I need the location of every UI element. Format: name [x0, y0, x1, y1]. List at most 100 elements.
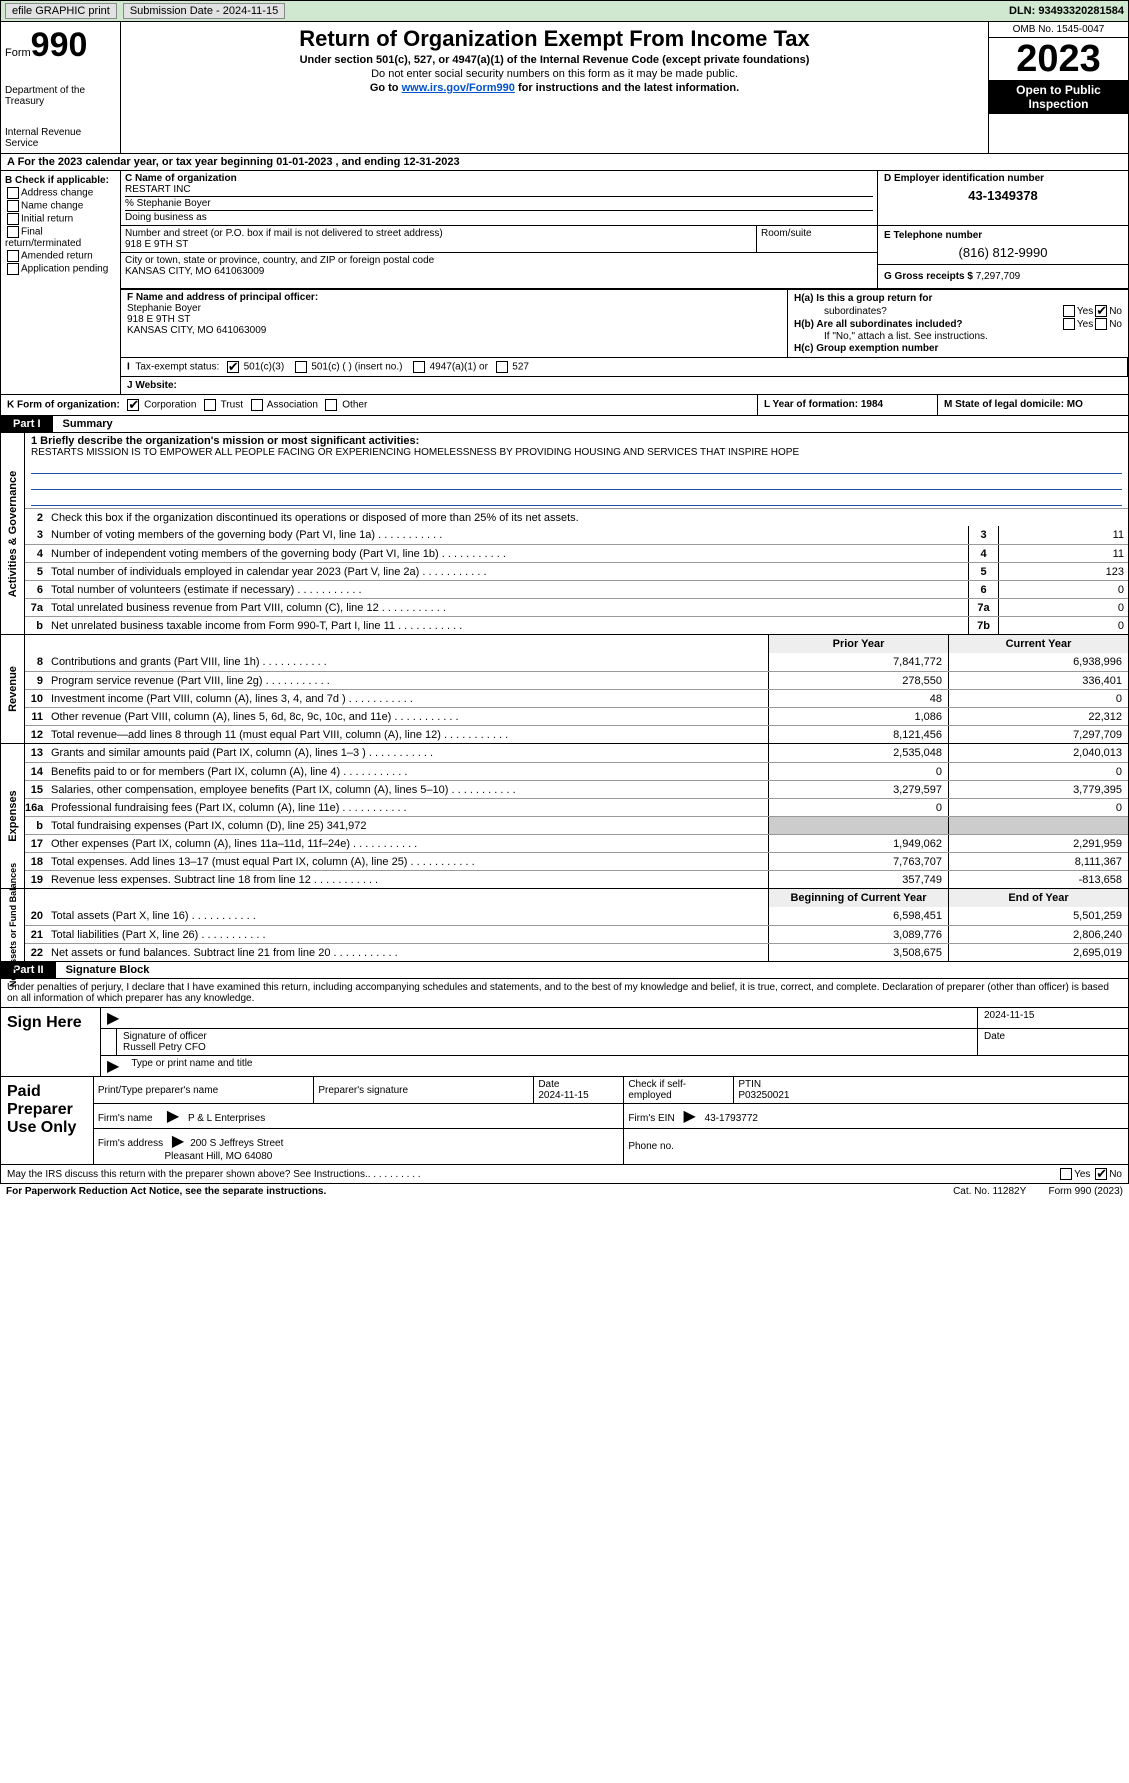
chk-other[interactable]: [325, 399, 337, 411]
chk-initial-return[interactable]: Initial return: [5, 213, 116, 225]
prep-date: Date2024-11-15: [534, 1077, 624, 1104]
firm-name: P & L Enterprises: [188, 1113, 265, 1124]
officer-street: 918 E 9TH ST: [127, 314, 781, 325]
rev-line-8: Contributions and grants (Part VIII, lin…: [47, 655, 768, 669]
gov-val-5: 123: [998, 563, 1128, 580]
vlabel-gov: Activities & Governance: [7, 470, 19, 597]
name-title-label: Type or print name and title: [125, 1056, 1128, 1076]
irs-link[interactable]: www.irs.gov/Form990: [402, 82, 515, 94]
gov-section: Activities & Governance 1 Briefly descri…: [0, 433, 1129, 635]
hc-label: H(c) Group exemption number: [794, 343, 1122, 354]
chk-final-return[interactable]: Final return/terminated: [5, 226, 116, 249]
exp-prior-19: 357,749: [768, 871, 948, 888]
na-line-22: Net assets or fund balances. Subtract li…: [47, 946, 768, 960]
header-sub2: Do not enter social security numbers on …: [129, 68, 980, 80]
rev-cur-10: 0: [948, 690, 1128, 707]
chk-assoc[interactable]: [251, 399, 263, 411]
chk-address-change[interactable]: Address change: [5, 187, 116, 199]
exp-line-15: Salaries, other compensation, employee b…: [47, 783, 768, 797]
exp-cur-16a: 0: [948, 799, 1128, 816]
firm-ein-label: Firm's EIN: [628, 1113, 674, 1124]
header-sub1: Under section 501(c), 527, or 4947(a)(1)…: [129, 54, 980, 66]
boxC-label: C Name of organization: [125, 173, 873, 184]
gov-line-7a: Total unrelated business revenue from Pa…: [47, 601, 968, 615]
exp-prior-14: 0: [768, 763, 948, 780]
org-name: RESTART INC: [125, 184, 873, 197]
sign-here-block: Sign Here ▶ 2024-11-15 Signature of offi…: [0, 1008, 1129, 1077]
mission-label: 1 Briefly describe the organization's mi…: [31, 435, 1122, 447]
rev-line-12: Total revenue—add lines 8 through 11 (mu…: [47, 728, 768, 742]
hb-no[interactable]: [1095, 318, 1107, 330]
na-cur-21: 2,806,240: [948, 926, 1128, 943]
discuss-no[interactable]: [1095, 1168, 1107, 1180]
irs-label: Internal Revenue Service: [5, 127, 116, 149]
gov-val-4: 11: [998, 545, 1128, 562]
hb-note: If "No," attach a list. See instructions…: [794, 331, 1122, 342]
chk-4947[interactable]: [413, 361, 425, 373]
gov-val-6: 0: [998, 581, 1128, 598]
boxD-label: D Employer identification number: [884, 173, 1122, 184]
discuss-yes[interactable]: [1060, 1168, 1072, 1180]
chk-amended[interactable]: Amended return: [5, 250, 116, 262]
efile-button[interactable]: efile GRAPHIC print: [5, 3, 117, 19]
end-year-hdr: End of Year: [948, 889, 1128, 907]
street-label: Number and street (or P.O. box if mail i…: [125, 228, 752, 239]
chk-app-pending[interactable]: Application pending: [5, 263, 116, 275]
tax-period: A For the 2023 calendar year, or tax yea…: [0, 154, 1129, 171]
chk-corp[interactable]: [127, 399, 139, 411]
rev-section: Revenue Prior YearCurrent Year 8Contribu…: [0, 635, 1129, 744]
firm-addr1: 200 S Jeffreys Street: [190, 1138, 283, 1149]
perjury-statement: Under penalties of perjury, I declare th…: [0, 979, 1129, 1008]
mission-text: RESTARTS MISSION IS TO EMPOWER ALL PEOPL…: [31, 447, 1122, 458]
rev-cur-8: 6,938,996: [948, 653, 1128, 671]
officer-city: KANSAS CITY, MO 641063009: [127, 325, 781, 336]
telephone: (816) 812-9990: [884, 245, 1122, 260]
self-employed-chk[interactable]: Check if self-employed: [624, 1077, 734, 1104]
firm-addr-label: Firm's address: [98, 1138, 163, 1149]
chk-trust[interactable]: [204, 399, 216, 411]
chk-501c[interactable]: [295, 361, 307, 373]
rev-cur-11: 22,312: [948, 708, 1128, 725]
submission-date: Submission Date - 2024-11-15: [123, 3, 285, 19]
ha-no[interactable]: [1095, 305, 1107, 317]
exp-prior-16a: 0: [768, 799, 948, 816]
chk-name-change[interactable]: Name change: [5, 200, 116, 212]
arrow-icon: ▶: [101, 1056, 125, 1076]
year-formation: L Year of formation: 1984: [758, 395, 938, 415]
na-cur-20: 5,501,259: [948, 907, 1128, 925]
firm-name-label: Firm's name: [98, 1113, 153, 1124]
cur-year-hdr: Current Year: [948, 635, 1128, 653]
chk-501c3[interactable]: [227, 361, 239, 373]
rev-line-11: Other revenue (Part VIII, column (A), li…: [47, 710, 768, 724]
exp-line-13: Grants and similar amounts paid (Part IX…: [47, 746, 768, 760]
exp-cur-15: 3,779,395: [948, 781, 1128, 798]
na-prior-22: 3,508,675: [768, 944, 948, 961]
website-row: J Website:: [121, 376, 1128, 394]
omb-number: OMB No. 1545-0047: [989, 22, 1128, 38]
gov-line-4: Number of independent voting members of …: [47, 547, 968, 561]
dba-label: Doing business as: [125, 212, 873, 223]
form-number: 990: [31, 26, 88, 64]
exp-line-14: Benefits paid to or for members (Part IX…: [47, 765, 768, 779]
exp-prior-18: 7,763,707: [768, 853, 948, 870]
exp-cur-14: 0: [948, 763, 1128, 780]
na-cur-22: 2,695,019: [948, 944, 1128, 961]
dept-treasury: Department of the Treasury: [5, 85, 116, 107]
page-footer: For Paperwork Reduction Act Notice, see …: [0, 1184, 1129, 1199]
paid-preparer-block: Paid Preparer Use Only Print/Type prepar…: [0, 1077, 1129, 1165]
exp-line-18: Total expenses. Add lines 13–17 (must eq…: [47, 855, 768, 869]
chk-527[interactable]: [496, 361, 508, 373]
public-inspection: Open to Public Inspection: [989, 80, 1128, 114]
boxF-label: F Name and address of principal officer:: [127, 292, 781, 303]
gross-receipts: 7,297,709: [976, 271, 1021, 282]
exp-prior-13: 2,535,048: [768, 744, 948, 762]
street-value: 918 E 9TH ST: [125, 239, 752, 250]
ha-yes[interactable]: [1063, 305, 1075, 317]
hb-yes[interactable]: [1063, 318, 1075, 330]
rev-prior-10: 48: [768, 690, 948, 707]
rev-prior-12: 8,121,456: [768, 726, 948, 743]
gov-val-3: 11: [998, 526, 1128, 544]
gov-val-7b: 0: [998, 617, 1128, 634]
discuss-row: May the IRS discuss this return with the…: [0, 1165, 1129, 1184]
exp-cur-13: 2,040,013: [948, 744, 1128, 762]
